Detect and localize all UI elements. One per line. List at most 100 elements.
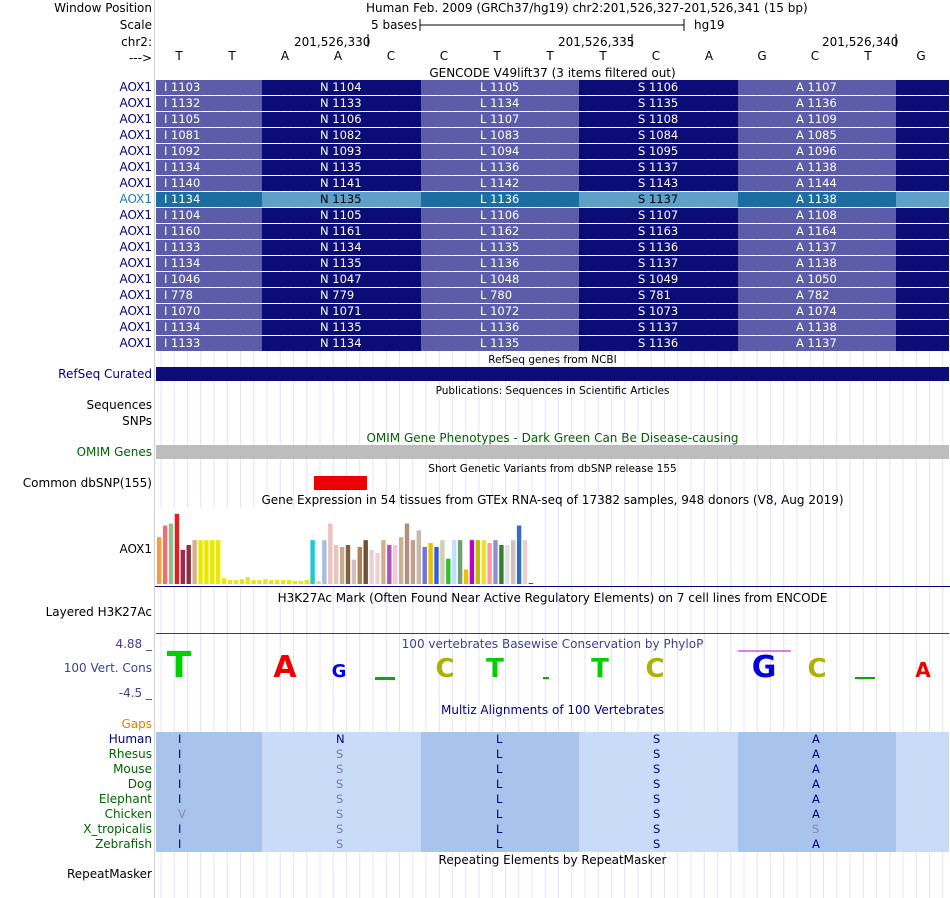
codon-cell[interactable]: L 1107 [421,112,579,127]
repeatmasker-label[interactable]: RepeatMasker [66,867,152,881]
gtex-tissue-bar[interactable] [481,540,486,584]
multiz-codon-cell[interactable]: I [156,822,262,837]
phylop-logo[interactable]: T A G C T T C G C A [155,648,950,690]
codon-cell[interactable]: I 1104 [156,208,262,223]
gencode-row[interactable]: I 1081 N 1082 L 1083 S 1084 A 1085 [155,128,950,143]
codon-cell[interactable]: S 1137 [579,160,738,175]
codon-cell[interactable]: L 1136 [421,192,579,207]
gencode-row[interactable]: I 1092 N 1093 L 1094 S 1095 A 1096 [155,144,950,159]
publications-label-sequences[interactable]: Sequences [86,398,152,412]
codon-cell[interactable]: N 1133 [262,96,421,111]
multiz-species-label[interactable]: X_tropicalis [83,822,152,836]
codon-cell[interactable]: L 1134 [421,96,579,111]
codon-cell[interactable] [896,224,949,239]
multiz-codon-cell[interactable]: I [156,732,262,747]
gencode-row-label[interactable]: AOX1 [119,336,152,350]
multiz-codon-cell[interactable]: L [421,792,579,807]
gtex-tissue-bar[interactable] [233,580,239,584]
codon-cell[interactable]: I 778 [156,288,262,303]
gtex-tissue-bar[interactable] [528,583,534,584]
gtex-tissue-bar[interactable] [168,523,174,584]
gtex-tissue-bar[interactable] [487,543,492,584]
publications-title[interactable]: Publications: Sequences in Scientific Ar… [435,385,670,397]
omim-title[interactable]: OMIM Gene Phenotypes - Dark Green Can Be… [366,431,739,445]
multiz-codon-cell[interactable] [896,822,949,837]
codon-cell[interactable]: I 1081 [156,128,262,143]
gencode-row-label[interactable]: AOX1 [119,192,152,206]
codon-cell[interactable]: A 1144 [738,176,896,191]
multiz-species-label[interactable]: Dog [127,777,152,791]
gtex-tissue-bar[interactable] [180,549,185,584]
codon-cell[interactable]: I 1134 [156,320,262,335]
codon-cell[interactable]: L 1136 [421,256,579,271]
multiz-species-label[interactable]: Human [108,732,152,746]
codon-cell[interactable]: S 1108 [579,112,738,127]
codon-cell[interactable]: A 1137 [738,240,896,255]
gtex-tissue-bar[interactable] [316,581,321,584]
codon-cell[interactable] [896,304,949,319]
codon-cell[interactable]: S 1136 [579,240,738,255]
codon-cell[interactable] [896,160,949,175]
codon-cell[interactable]: S 1137 [579,192,738,207]
gencode-row[interactable]: I 1140 N 1141 L 1142 S 1143 A 1144 [155,176,950,191]
codon-cell[interactable]: L 1094 [421,144,579,159]
multiz-codon-cell[interactable]: I [156,762,262,777]
codon-cell[interactable]: A 1138 [738,256,896,271]
codon-cell[interactable]: N 1093 [262,144,421,159]
multiz-species-label[interactable]: Chicken [104,807,152,821]
gtex-tissue-bar[interactable] [251,580,256,584]
gtex-tissue-bar[interactable] [375,552,380,584]
codon-cell[interactable]: L 1136 [421,160,579,175]
codon-cell[interactable] [896,320,949,335]
gencode-row-label[interactable]: AOX1 [119,256,152,270]
gtex-tissue-bar[interactable] [286,580,292,584]
refseq-label[interactable]: RefSeq Curated [58,367,152,381]
multiz-species-label[interactable]: Rhesus [108,747,152,761]
codon-cell[interactable]: S 1049 [579,272,738,287]
gtex-tissue-bar[interactable] [292,581,298,584]
codon-cell[interactable]: N 779 [262,288,421,303]
multiz-codon-cell[interactable] [896,807,949,822]
gtex-tissue-bar[interactable] [245,577,250,584]
multiz-codon-cell[interactable]: L [421,777,579,792]
codon-cell[interactable]: N 1134 [262,240,421,255]
codon-cell[interactable]: I 1133 [156,240,262,255]
codon-cell[interactable] [896,144,949,159]
multiz-codon-cell[interactable]: S [579,837,738,852]
multiz-codon-cell[interactable]: S [262,792,421,807]
multiz-codon-cell[interactable]: N [262,732,421,747]
multiz-codon-cell[interactable]: A [738,792,896,807]
codon-cell[interactable]: L 1136 [421,320,579,335]
gtex-tissue-bar[interactable] [516,525,522,585]
h3k27ac-title[interactable]: H3K27Ac Mark (Often Found Near Active Re… [277,591,828,605]
codon-cell[interactable]: L 780 [421,288,579,303]
gencode-row[interactable]: I 1134 N 1135 L 1136 S 1137 A 1138 [155,320,950,335]
codon-cell[interactable]: A 1138 [738,192,896,207]
multiz-codon-cell[interactable]: L [421,747,579,762]
omim-gene-bar[interactable] [156,445,949,459]
gencode-row[interactable]: I 1133 N 1134 L 1135 S 1136 A 1137 [155,336,950,351]
gtex-tissue-bar[interactable] [511,540,516,584]
multiz-codon-cell[interactable]: I [156,837,262,852]
codon-cell[interactable] [896,96,949,111]
codon-cell[interactable]: I 1133 [156,336,262,351]
refseq-gene-bar[interactable] [156,367,949,381]
gencode-row-label[interactable]: AOX1 [119,80,152,94]
codon-cell[interactable]: N 1047 [262,272,421,287]
codon-cell[interactable]: I 1134 [156,160,262,175]
codon-cell[interactable]: S 1143 [579,176,738,191]
multiz-codon-cell[interactable]: A [738,732,896,747]
multiz-codon-cell[interactable]: A [738,837,896,852]
multiz-codon-cell[interactable] [896,792,949,807]
multiz-codon-cell[interactable]: I [156,792,262,807]
codon-cell[interactable]: I 1103 [156,80,262,95]
multiz-codon-cell[interactable]: S [262,747,421,762]
gtex-tissue-bar[interactable] [345,545,351,584]
gencode-row-label[interactable]: AOX1 [119,160,152,174]
multiz-codon-cell[interactable]: A [738,777,896,792]
gencode-row[interactable]: I 1160 N 1161 L 1162 S 1163 A 1164 [155,224,950,239]
codon-cell[interactable]: A 1107 [738,80,896,95]
codon-cell[interactable]: I 1140 [156,176,262,191]
codon-cell[interactable]: S 781 [579,288,738,303]
